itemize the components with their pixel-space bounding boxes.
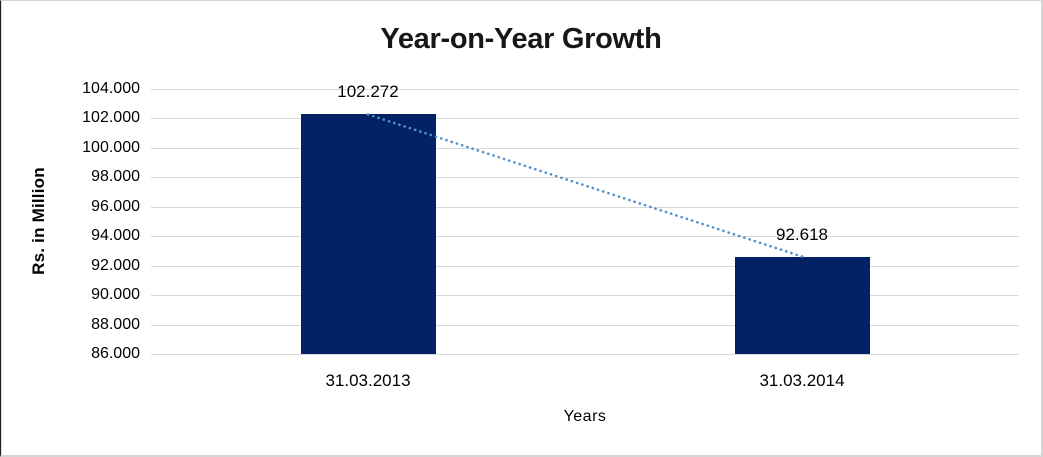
x-axis-tick-label: 31.03.2013 [325,371,411,390]
gridline [151,266,1019,267]
gridline [151,236,1019,237]
plot-area: 102.272 31.03.2013 92.618 31.03.2014 [151,83,1019,390]
chart-title: Year-on-Year Growth [380,23,662,55]
gridline [151,118,1019,119]
gridline [151,177,1019,178]
y-axis-tick-label: 92.000 [91,257,140,274]
y-axis-tick-label: 100.000 [82,139,140,156]
y-axis-tick-label: 98.000 [91,168,140,185]
y-axis-tick-label: 86.000 [91,345,140,362]
y-axis-tick-label: 90.000 [91,286,140,303]
x-axis-title: Years [563,408,607,425]
gridline [151,354,1019,355]
bar-31.03.2013 [300,114,436,354]
y-axis-tick-labels: 104.000 102.000 100.000 98.000 96.000 94.000 9… [1,80,140,362]
y-axis-tick-label: 96.000 [91,198,140,215]
bar-31.03.2014 [734,256,870,354]
y-axis-tick-label: 102.000 [82,109,140,126]
gridline [151,325,1019,326]
x-axis-tick-label: 31.03.2014 [759,371,845,390]
y-axis-tick-label: 94.000 [91,227,140,244]
y-axis-tick-label: 88.000 [91,316,140,333]
gridline [151,148,1019,149]
trendline [366,113,804,258]
bar-data-label: 92.618 [776,224,828,244]
gridline [151,295,1019,296]
y-axis-tick-label: 104.000 [82,80,140,97]
bar-data-label: 102.272 [337,82,399,102]
gridline [151,207,1019,208]
gridline [151,89,1019,90]
